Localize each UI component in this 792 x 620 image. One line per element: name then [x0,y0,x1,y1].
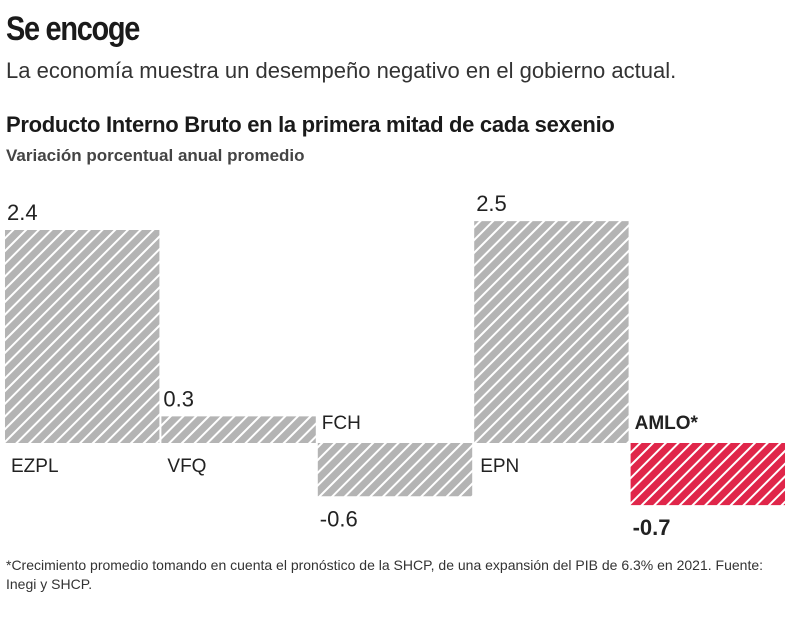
y-axis-label: Variación porcentual anual promedio [6,146,305,165]
chart-title: Producto Interno Bruto en la primera mit… [6,112,615,137]
footnote: *Crecimiento promedio tomando en cuenta … [6,557,764,592]
category-label: VFQ [167,456,206,477]
category-label: AMLO* [635,413,699,434]
bar [630,443,785,506]
subtitle: La economía muestra un desempeño negativ… [6,58,677,83]
value-label: -0.6 [320,506,358,531]
headline: Se encoge [6,10,140,48]
value-label: -0.7 [633,515,671,540]
category-label: FCH [322,413,361,434]
bar [474,221,629,443]
category-label: EZPL [11,456,59,477]
value-label: 0.3 [163,386,194,411]
value-label: 2.5 [476,191,507,216]
bar [161,416,316,443]
bar [317,443,473,497]
bar [5,230,160,443]
value-label: 2.4 [7,200,38,225]
category-label: EPN [480,456,519,477]
